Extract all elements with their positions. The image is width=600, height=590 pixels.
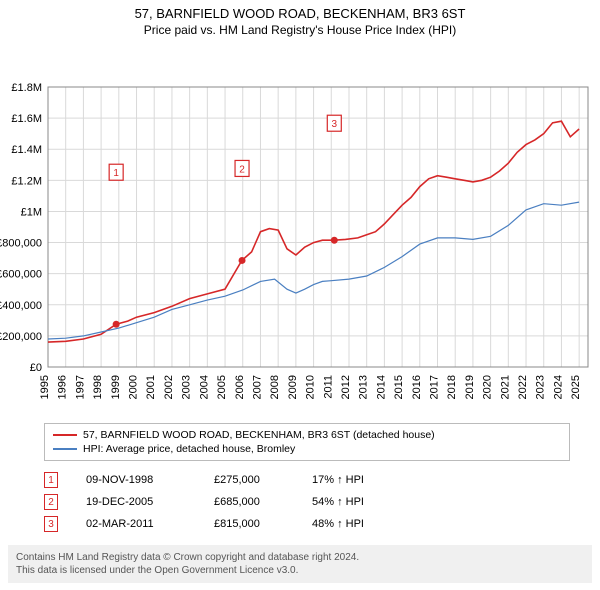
svg-text:2014: 2014 <box>375 375 387 399</box>
transaction-marker: 1 <box>44 472 58 488</box>
legend-item: 57, BARNFIELD WOOD ROAD, BECKENHAM, BR3 … <box>53 428 561 442</box>
svg-text:2005: 2005 <box>216 375 228 399</box>
svg-text:1997: 1997 <box>74 375 86 399</box>
svg-text:£1.6M: £1.6M <box>11 113 42 125</box>
svg-text:2002: 2002 <box>163 375 175 399</box>
svg-text:2020: 2020 <box>482 375 494 399</box>
svg-text:1999: 1999 <box>110 375 122 399</box>
transaction-pct: 17% ↑ HPI <box>312 474 402 486</box>
svg-text:2015: 2015 <box>393 375 405 399</box>
svg-text:£800,000: £800,000 <box>0 238 42 250</box>
svg-text:2: 2 <box>239 164 245 175</box>
transaction-marker: 3 <box>44 516 58 532</box>
svg-text:2023: 2023 <box>535 375 547 399</box>
svg-text:£0: £0 <box>30 362 42 374</box>
transaction-row: 2 19-DEC-2005 £685,000 54% ↑ HPI <box>44 491 570 513</box>
svg-text:£400,000: £400,000 <box>0 300 42 312</box>
svg-text:£1.4M: £1.4M <box>11 144 42 156</box>
transaction-date: 09-NOV-1998 <box>86 474 186 486</box>
svg-text:2001: 2001 <box>145 375 157 399</box>
svg-text:3: 3 <box>332 119 338 130</box>
svg-text:1996: 1996 <box>57 375 69 399</box>
transaction-date: 02-MAR-2011 <box>86 518 186 530</box>
footer-line-2: This data is licensed under the Open Gov… <box>16 564 584 577</box>
svg-text:2007: 2007 <box>251 375 263 399</box>
footer-line-1: Contains HM Land Registry data © Crown c… <box>16 551 584 564</box>
attribution-footer: Contains HM Land Registry data © Crown c… <box>8 545 592 583</box>
transaction-row: 1 09-NOV-1998 £275,000 17% ↑ HPI <box>44 469 570 491</box>
legend-swatch <box>53 434 77 436</box>
svg-text:2025: 2025 <box>570 375 582 399</box>
chart-area: £0 £200,000 £400,000 £600,000 £800,000 £1M £1.… <box>0 37 600 417</box>
svg-text:£600,000: £600,000 <box>0 269 42 281</box>
svg-text:2010: 2010 <box>305 375 317 399</box>
transaction-price: £275,000 <box>214 474 284 486</box>
svg-text:2008: 2008 <box>269 375 281 399</box>
transactions-table: 1 09-NOV-1998 £275,000 17% ↑ HPI 2 19-DEC-200… <box>44 469 570 535</box>
svg-text:1995: 1995 <box>39 375 51 399</box>
legend-item: HPI: Average price, detached house, Brom… <box>53 442 561 456</box>
svg-text:2006: 2006 <box>234 375 246 399</box>
svg-text:2004: 2004 <box>198 375 210 399</box>
legend: 57, BARNFIELD WOOD ROAD, BECKENHAM, BR3 … <box>44 423 570 461</box>
svg-text:2012: 2012 <box>340 375 352 399</box>
chart-title: 57, BARNFIELD WOOD ROAD, BECKENHAM, BR3 … <box>0 0 600 21</box>
svg-text:2024: 2024 <box>552 375 564 399</box>
svg-text:2022: 2022 <box>517 375 529 399</box>
svg-text:2017: 2017 <box>429 375 441 399</box>
transaction-price: £815,000 <box>214 518 284 530</box>
svg-text:2009: 2009 <box>287 375 299 399</box>
legend-label: 57, BARNFIELD WOOD ROAD, BECKENHAM, BR3 … <box>83 429 435 441</box>
line-chart-svg: £0 £200,000 £400,000 £600,000 £800,000 £1M £1.… <box>0 37 600 417</box>
svg-text:2019: 2019 <box>464 375 476 399</box>
svg-text:£1.8M: £1.8M <box>11 82 42 94</box>
svg-text:2003: 2003 <box>181 375 193 399</box>
chart-subtitle: Price paid vs. HM Land Registry's House … <box>0 23 600 37</box>
transaction-pct: 54% ↑ HPI <box>312 496 402 508</box>
svg-text:£1M: £1M <box>21 206 42 218</box>
transaction-marker: 2 <box>44 494 58 510</box>
transaction-date: 19-DEC-2005 <box>86 496 186 508</box>
svg-text:2016: 2016 <box>411 375 423 399</box>
transaction-price: £685,000 <box>214 496 284 508</box>
svg-text:1998: 1998 <box>92 375 104 399</box>
svg-text:1: 1 <box>113 168 119 179</box>
legend-swatch <box>53 448 77 450</box>
svg-text:2013: 2013 <box>358 375 370 399</box>
svg-text:£200,000: £200,000 <box>0 331 42 343</box>
svg-text:2021: 2021 <box>499 375 511 399</box>
legend-label: HPI: Average price, detached house, Brom… <box>83 443 295 455</box>
svg-text:2000: 2000 <box>128 375 140 399</box>
svg-text:£1.2M: £1.2M <box>11 175 42 187</box>
svg-text:2011: 2011 <box>322 375 334 399</box>
transaction-pct: 48% ↑ HPI <box>312 518 402 530</box>
transaction-row: 3 02-MAR-2011 £815,000 48% ↑ HPI <box>44 513 570 535</box>
svg-text:2018: 2018 <box>446 375 458 399</box>
